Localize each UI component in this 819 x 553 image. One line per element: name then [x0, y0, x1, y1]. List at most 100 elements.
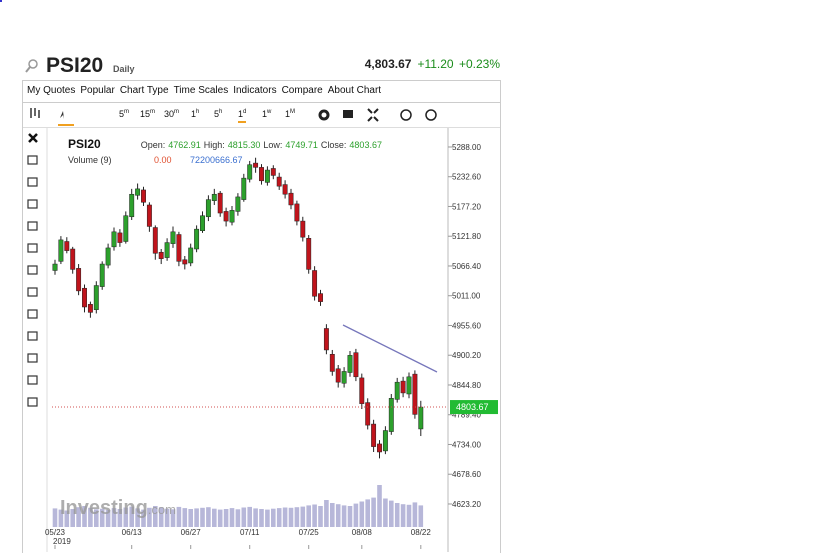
volume-bar [88, 507, 93, 527]
volume-bar [117, 509, 123, 527]
y-tick-label: 4623.20 [452, 500, 481, 509]
volume-bar [377, 485, 382, 527]
candle-body [235, 196, 241, 212]
menu-item[interactable]: Popular [80, 85, 115, 96]
volume-bar [365, 499, 370, 527]
candle-body [223, 211, 229, 222]
drawing-tool[interactable] [27, 243, 38, 253]
drawing-tool[interactable] [27, 397, 38, 407]
volume-bar [406, 504, 412, 527]
candle-body [117, 232, 123, 243]
search-icon[interactable] [24, 58, 40, 74]
volume-bar [170, 509, 176, 527]
chart-type-icons[interactable] [23, 103, 83, 127]
timescale[interactable]: 5m [119, 109, 129, 119]
drawing-tool[interactable] [27, 287, 38, 297]
drawing-tool[interactable] [27, 199, 38, 209]
timescale[interactable]: 30m [164, 109, 179, 119]
legend-open: 4762.91 [168, 140, 201, 150]
legend-open-label: Open: [141, 140, 166, 150]
timescale-number: 15 [140, 109, 151, 119]
menu-item[interactable]: Chart Type [119, 85, 169, 96]
menu-item[interactable]: Indicators [233, 85, 277, 96]
candle-body [306, 238, 312, 270]
timescale[interactable]: 1d [238, 109, 247, 123]
timescale[interactable]: 1M [285, 109, 295, 119]
y-tick-label: 4789.40 [452, 411, 481, 420]
volume-bar [288, 507, 294, 527]
candle-body [176, 234, 182, 262]
change-pct: +0.23% [458, 57, 500, 71]
volume-bar [223, 509, 229, 527]
volume-bar [158, 507, 164, 527]
candle-body [247, 164, 253, 180]
candle-body [294, 203, 300, 222]
candle-body [388, 398, 394, 432]
timescale[interactable]: 1h [191, 109, 199, 119]
volume-bar [129, 506, 134, 527]
drawing-tool[interactable] [27, 375, 38, 385]
candle-body [182, 259, 188, 265]
volume-bar [64, 510, 70, 527]
volume-bar [135, 508, 140, 527]
candle-body [129, 193, 135, 218]
candle-body [300, 220, 306, 238]
drawing-tool[interactable] [27, 353, 38, 363]
timescale[interactable]: 5h [214, 109, 222, 119]
candle-body [353, 352, 359, 378]
volume-bar [241, 507, 247, 527]
candle-body [123, 215, 129, 242]
timescale[interactable]: 1w [262, 109, 271, 119]
y-tick-label: 5288.00 [452, 143, 481, 152]
candle-body [270, 168, 276, 176]
candle-body [152, 227, 158, 254]
timescale[interactable]: 15m [140, 109, 155, 119]
candle-body [52, 263, 58, 271]
menu-item[interactable]: Time Scales [173, 85, 229, 96]
volume-bar [271, 508, 276, 527]
plot-area [52, 127, 448, 545]
period: Daily [113, 64, 135, 74]
volume-bar [383, 498, 388, 527]
volume-bar [330, 503, 335, 527]
volume-bar [300, 506, 306, 527]
volume-bar [188, 509, 193, 527]
legend-low: 4749.71 [285, 140, 318, 150]
legend: PSI20 Open: 4762.91 High: 4815.30 Low: 4749.71… [68, 137, 382, 151]
legend-symbol: PSI20 [68, 137, 101, 151]
volume-bar [276, 508, 282, 527]
quote: 4,803.67 +11.20 +0.23% [365, 57, 500, 71]
menu-item[interactable]: My Quotes [27, 85, 76, 96]
volume-bar [206, 507, 211, 527]
drawing-tool[interactable] [27, 177, 38, 187]
drawing-tool[interactable] [27, 221, 38, 231]
tool-icons[interactable] [313, 103, 483, 127]
volume-bar [200, 507, 205, 527]
drawing-tool[interactable] [27, 331, 38, 341]
change: +11.20 [417, 57, 454, 71]
candle-body [82, 287, 87, 308]
menu-item[interactable]: Compare [281, 85, 323, 96]
timescale-unit: m [124, 109, 130, 115]
volume-bar [229, 508, 235, 527]
trend-line [342, 324, 438, 373]
volume-bar [324, 500, 329, 527]
drawing-tool[interactable] [27, 155, 38, 165]
volume-bar [412, 502, 418, 527]
volume-label: Volume (9) [68, 155, 112, 165]
y-tick-label: 4955.60 [452, 321, 481, 330]
drawing-tool[interactable] [27, 265, 38, 275]
candle-body [99, 263, 105, 287]
volume-bar [318, 506, 323, 527]
candle-body [377, 443, 382, 453]
drawing-tool[interactable] [27, 309, 38, 319]
x-tick-label: 06/27 [181, 528, 202, 537]
menu-item[interactable]: About Chart [327, 85, 382, 96]
legend-low-label: Low: [263, 140, 282, 150]
candle-body [359, 377, 365, 404]
close-tool [28, 133, 38, 143]
volume-bar [164, 508, 170, 527]
volume-bar [194, 508, 199, 527]
x-tick-label: 05/23 [45, 528, 66, 537]
